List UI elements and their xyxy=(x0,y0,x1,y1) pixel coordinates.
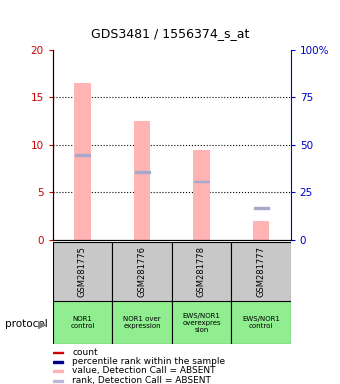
Bar xyxy=(194,180,209,182)
Bar xyxy=(231,242,291,301)
Bar xyxy=(231,301,291,344)
Text: count: count xyxy=(72,348,98,357)
Text: GSM281776: GSM281776 xyxy=(137,246,147,297)
Text: EWS/NOR1
overexpres
sion: EWS/NOR1 overexpres sion xyxy=(182,313,221,333)
Bar xyxy=(254,207,269,209)
Bar xyxy=(193,150,210,240)
Text: EWS/NOR1
control: EWS/NOR1 control xyxy=(242,316,280,329)
Bar xyxy=(112,301,172,344)
Text: GDS3481 / 1556374_s_at: GDS3481 / 1556374_s_at xyxy=(91,27,249,40)
Bar xyxy=(53,380,63,382)
Bar xyxy=(253,221,269,240)
Bar xyxy=(134,121,150,240)
Bar xyxy=(112,242,172,301)
Bar xyxy=(75,154,90,156)
Bar xyxy=(172,242,231,301)
Bar xyxy=(135,171,150,173)
Text: protocol: protocol xyxy=(5,319,48,329)
Bar xyxy=(53,361,63,362)
Bar xyxy=(53,242,112,301)
Text: NOR1 over
expression: NOR1 over expression xyxy=(123,316,161,329)
Bar xyxy=(53,352,63,353)
Bar xyxy=(53,301,112,344)
Text: ▶: ▶ xyxy=(38,319,47,329)
Text: value, Detection Call = ABSENT: value, Detection Call = ABSENT xyxy=(72,366,216,376)
Bar xyxy=(74,83,91,240)
Bar xyxy=(53,370,63,372)
Text: GSM281778: GSM281778 xyxy=(197,246,206,297)
Text: percentile rank within the sample: percentile rank within the sample xyxy=(72,357,225,366)
Text: NOR1
control: NOR1 control xyxy=(70,316,95,329)
Text: rank, Detection Call = ABSENT: rank, Detection Call = ABSENT xyxy=(72,376,211,384)
Text: GSM281777: GSM281777 xyxy=(256,246,266,297)
Text: GSM281775: GSM281775 xyxy=(78,246,87,297)
Bar xyxy=(172,301,231,344)
